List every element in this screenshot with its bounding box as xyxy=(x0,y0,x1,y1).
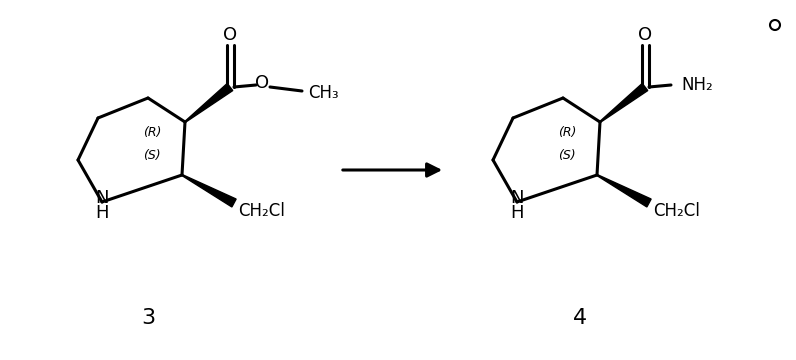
Polygon shape xyxy=(181,175,236,207)
Text: N: N xyxy=(96,189,109,207)
Text: CH₃: CH₃ xyxy=(308,84,338,102)
Text: O: O xyxy=(223,26,237,44)
Text: O: O xyxy=(255,74,269,92)
Text: (S): (S) xyxy=(558,149,576,162)
Polygon shape xyxy=(185,84,232,122)
Text: (S): (S) xyxy=(143,149,161,162)
Text: O: O xyxy=(638,26,652,44)
Text: (R): (R) xyxy=(142,126,161,139)
Text: N: N xyxy=(510,189,524,207)
Text: CH₂Cl: CH₂Cl xyxy=(238,202,285,220)
Text: H: H xyxy=(96,204,109,222)
Text: 3: 3 xyxy=(141,308,155,328)
Polygon shape xyxy=(597,175,651,207)
Text: NH₂: NH₂ xyxy=(681,76,712,94)
Text: CH₂Cl: CH₂Cl xyxy=(653,202,700,220)
Text: 4: 4 xyxy=(573,308,587,328)
Polygon shape xyxy=(599,84,648,122)
Text: (R): (R) xyxy=(558,126,576,139)
Text: H: H xyxy=(510,204,524,222)
